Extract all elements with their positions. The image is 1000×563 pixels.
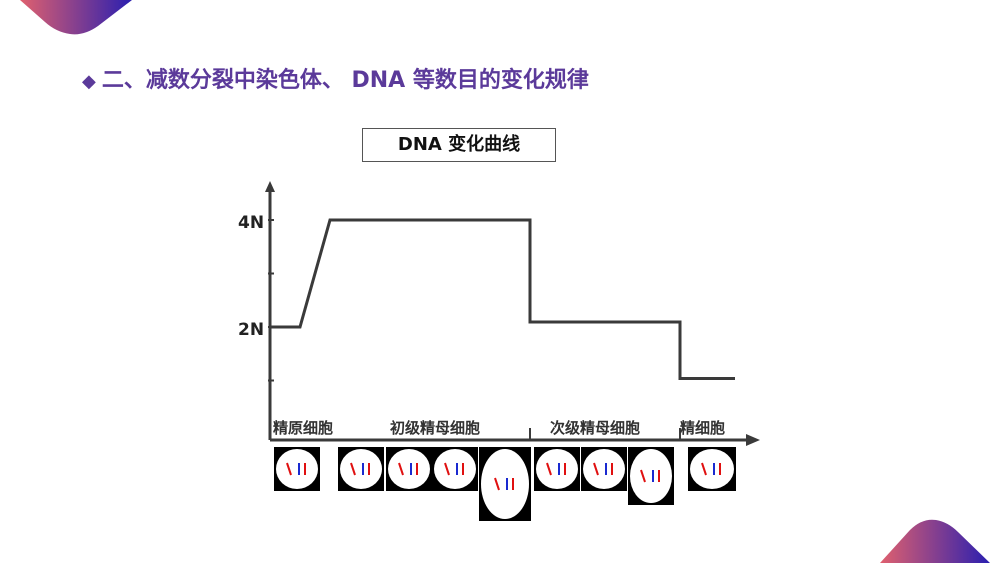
x-axis-arrow [746, 434, 760, 446]
y-tick-label-1: 2N [238, 320, 264, 340]
slide-title-text: 二、减数分裂中染色体、 DNA 等数目的变化规律 [101, 68, 589, 93]
cell-diagram-3 [432, 447, 478, 491]
top-left-gradient-shape [20, 0, 132, 35]
cell-diagram-8 [688, 447, 736, 491]
cell-diagram-1 [338, 447, 384, 491]
diamond-bullet-icon: ◆ [82, 71, 96, 92]
stage-label-2: 次级精母细胞 [550, 419, 641, 437]
cell-diagram-5 [534, 447, 580, 491]
y-tick-label-0: 4N [238, 213, 264, 233]
cell-diagram-4 [479, 447, 531, 521]
stage-label-1: 初级精母细胞 [390, 419, 481, 437]
stage-label-0: 精原细胞 [273, 419, 334, 437]
cell-diagram-2 [386, 447, 432, 491]
y-axis-arrow [265, 181, 275, 192]
slide-title: ◆ 二、减数分裂中染色体、 DNA 等数目的变化规律 [82, 62, 589, 94]
cell-diagram-7 [628, 447, 674, 505]
dna-curve [270, 218, 735, 380]
cell-diagram-6 [581, 447, 627, 491]
cell-diagram-0 [274, 447, 320, 491]
bottom-right-gradient-shape [880, 519, 990, 563]
chart-title: DNA 变化曲线 [362, 128, 556, 162]
stage-label-3: 精细胞 [680, 419, 726, 437]
